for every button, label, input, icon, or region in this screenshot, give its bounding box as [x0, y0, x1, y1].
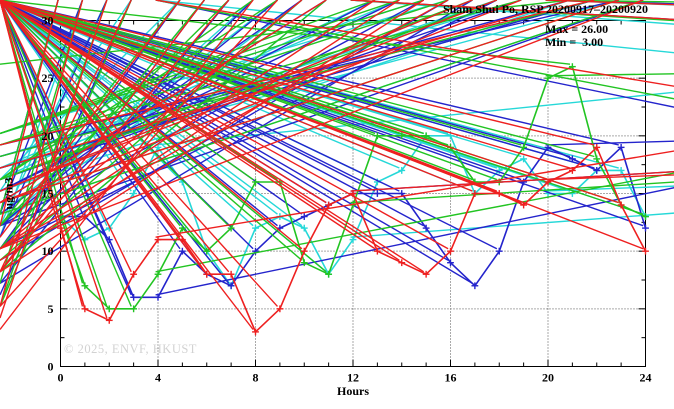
marker-cyan-series	[349, 0, 674, 244]
y-tick-label: 20	[42, 129, 54, 143]
x-tick-label: 16	[445, 371, 457, 385]
marker-green-series	[0, 0, 89, 290]
marker-blue-series	[0, 0, 454, 267]
x-tick-label: 20	[542, 371, 554, 385]
y-tick-label: 25	[42, 71, 54, 85]
marker-cyan-series	[154, 0, 674, 151]
y-tick-label: 10	[42, 244, 54, 258]
marker-green-series	[154, 0, 674, 278]
x-tick-labels: 0 4 8 12 16 20 24	[58, 371, 652, 385]
marker-red-series	[0, 0, 113, 324]
y-tick-label: 15	[42, 187, 54, 201]
marker-red-series	[0, 0, 138, 278]
marker-red-series	[0, 0, 479, 197]
y-tick-label: 5	[48, 302, 54, 316]
marker-red-series	[0, 0, 430, 278]
marker-red-series	[0, 0, 649, 255]
y-tick-label: 0	[48, 360, 54, 374]
x-tick-label: 0	[58, 371, 64, 385]
marker-blue-series	[544, 0, 674, 151]
watermark: © 2025, ENVF, HKUST	[64, 342, 197, 356]
y-tick-label: 30	[42, 14, 54, 28]
marker-red-series	[0, 0, 308, 255]
min-label: Min = 3.00	[545, 35, 604, 49]
y-axis-label: ug/m3	[1, 177, 16, 210]
x-tick-label: 12	[347, 371, 359, 385]
marker-green-series	[0, 0, 138, 313]
marker-red-series	[0, 0, 625, 209]
series-red-series	[0, 0, 674, 336]
marker-green-series	[544, 0, 674, 82]
y-tick-labels: 0 5 10 15 20 25 30	[42, 14, 54, 374]
x-axis-label: Hours	[336, 384, 369, 398]
chart-title: Sham Shui Po, RSP 20200917–20200920	[442, 2, 648, 16]
x-tick-label: 4	[155, 371, 161, 385]
x-tick-label: 24	[640, 371, 652, 385]
marker-red-series	[0, 0, 576, 174]
marker-red-series	[0, 0, 601, 151]
max-min-annotation: Max = 26.00 Min = 3.00	[545, 23, 608, 49]
x-tick-label: 8	[253, 371, 259, 385]
marker-red-series	[0, 0, 235, 278]
max-label: Max = 26.00	[545, 22, 609, 36]
marker-red-series	[0, 0, 454, 255]
marker-red-series	[0, 0, 284, 313]
gridlines	[60, 20, 646, 367]
